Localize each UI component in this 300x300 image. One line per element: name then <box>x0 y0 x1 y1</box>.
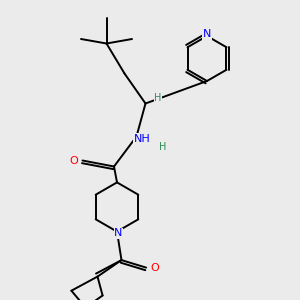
Text: N: N <box>203 29 211 40</box>
Text: H: H <box>159 142 167 152</box>
Text: O: O <box>69 155 78 166</box>
Text: N: N <box>114 228 123 238</box>
Text: H: H <box>154 93 162 103</box>
Text: NH: NH <box>134 134 150 144</box>
Text: O: O <box>151 262 160 273</box>
